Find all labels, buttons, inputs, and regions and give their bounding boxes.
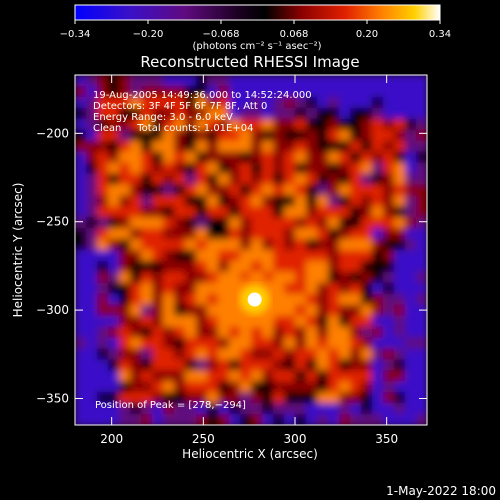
peak-marker bbox=[247, 292, 262, 307]
x-tick-label: 200 bbox=[100, 432, 123, 446]
footer-timestamp: 1-May-2022 18:00 bbox=[386, 484, 496, 498]
peak-label: Position of Peak = [278,−294] bbox=[95, 400, 246, 411]
colorbar-tick-label: −0.068 bbox=[202, 29, 239, 40]
x-axis-label: Heliocentric X (arcsec) bbox=[182, 447, 318, 461]
y-tick-label: −250 bbox=[36, 215, 69, 229]
plot-frame bbox=[74, 74, 428, 426]
annotation-energy: Energy Range: 3.0 - 6.0 keV bbox=[93, 112, 233, 123]
x-axis-ticks: 200 250 300 350 bbox=[100, 75, 398, 446]
annotation-time: 19-Aug-2005 14:49:36.000 to 14:52:24.000 bbox=[93, 90, 312, 101]
y-tick-label: −300 bbox=[36, 303, 69, 317]
colorbar-tick-label: −0.34 bbox=[60, 29, 91, 40]
x-tick-label: 250 bbox=[192, 432, 215, 446]
y-axis-label: Heliocentric Y (arcsec) bbox=[11, 183, 25, 318]
colorbar-label: (photons cm⁻² s⁻¹ asec⁻²) bbox=[192, 41, 321, 52]
x-tick-label: 350 bbox=[375, 432, 398, 446]
y-axis-ticks: −200 −250 −300 −350 bbox=[36, 126, 427, 405]
y-tick-label: −350 bbox=[36, 391, 69, 405]
chart-title: Reconstructed RHESSI Image bbox=[140, 53, 359, 71]
x-tick-label: 300 bbox=[284, 432, 307, 446]
colorbar-tick-label: −0.20 bbox=[133, 29, 164, 40]
heatmap-image bbox=[75, 75, 427, 425]
colorbar bbox=[74, 4, 441, 21]
colorbar-ticks: −0.34 −0.20 −0.068 0.068 0.20 0.34 bbox=[60, 20, 451, 40]
colorbar-tick-label: 0.068 bbox=[280, 29, 309, 40]
y-tick-label: −200 bbox=[36, 126, 69, 140]
colorbar-tick-label: 0.20 bbox=[356, 29, 378, 40]
annotation-detectors: Detectors: 3F 4F 5F 6F 7F 8F, Att 0 bbox=[93, 101, 267, 112]
annotation-clean: Clean Total counts: 1.01E+04 bbox=[93, 123, 253, 134]
colorbar-tick-label: 0.34 bbox=[429, 29, 451, 40]
